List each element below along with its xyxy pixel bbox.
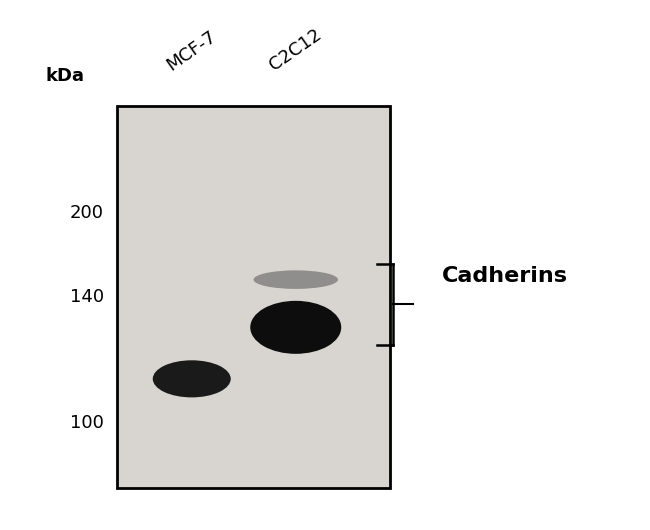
Text: 100: 100: [70, 414, 104, 432]
Bar: [117, 106, 390, 488]
Text: MCF-7: MCF-7: [164, 27, 220, 74]
Text: Cadherins: Cadherins: [442, 266, 568, 286]
Text: C2C12: C2C12: [266, 25, 325, 74]
Ellipse shape: [254, 270, 338, 289]
Ellipse shape: [153, 360, 231, 398]
Text: 200: 200: [70, 204, 104, 222]
Text: kDa: kDa: [46, 67, 84, 85]
Text: 140: 140: [70, 288, 104, 306]
Ellipse shape: [250, 301, 341, 354]
